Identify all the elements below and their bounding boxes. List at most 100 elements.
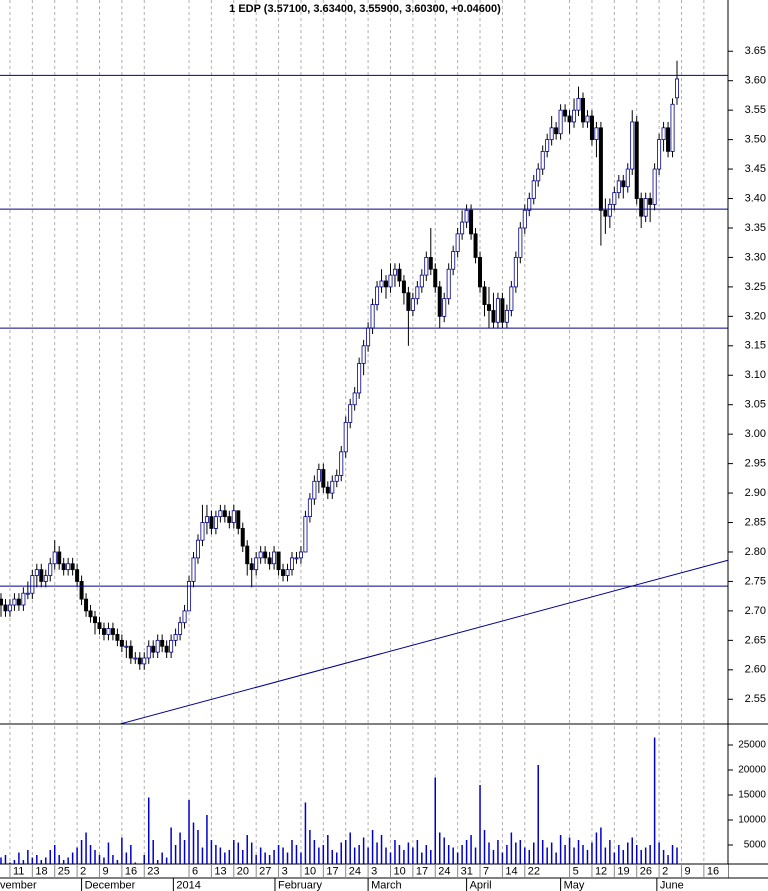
candle-body [48,563,53,576]
candle-body [509,286,514,311]
candle-body [325,486,330,494]
candle-body [209,516,214,529]
candle-body [312,480,317,500]
y-tick-label: 3.15 [745,340,766,352]
candle-body [536,168,541,182]
candle-body [195,539,200,559]
volume-bar [430,850,432,870]
volume-bar [591,842,593,870]
candle-body [43,575,48,582]
candle-body [639,198,644,217]
volume-bar [94,850,96,870]
candle-body [621,180,626,188]
candle-body [307,498,312,518]
volume-bar [147,797,150,870]
y-tick-label: 2.75 [745,575,766,587]
candle-body [473,233,478,258]
marks [0,60,729,870]
candle-body [612,192,617,205]
volume-bar [309,830,311,870]
volume-bar [546,847,548,870]
volume-bar [609,840,611,870]
candle-body [7,604,12,612]
candle-body [437,286,442,317]
volume-bar [197,830,199,870]
volume-bar [295,845,298,870]
x-tick-label: 22 [528,865,540,877]
volume-bar [667,855,669,870]
candle-body [21,592,26,606]
y-tick-label: 3.20 [745,310,766,322]
volume-bar [434,777,437,870]
volume-bar [130,845,132,870]
volume-bar [653,737,656,870]
x-tick-label: 7 [483,865,489,877]
volume-bar [671,845,674,870]
volume-bar [170,827,172,870]
volume-bar [246,835,248,870]
volume-bar [201,847,204,870]
candle-body [491,310,496,323]
y-tick-label: 3.55 [745,104,766,116]
y-tick-label: 2.90 [745,487,766,499]
candle-body [486,304,491,311]
candle-body [446,268,451,300]
volume-bar [586,850,589,870]
volume-bar [49,850,51,870]
candle-body [464,209,469,223]
x-tick-label: 17 [326,865,338,877]
volume-bar [336,852,338,870]
candle-body [567,115,572,123]
x-tick-label: 3 [371,865,377,877]
volume-bar [273,850,275,870]
volume-bar [237,842,240,870]
candle-body [101,628,106,635]
volume-bar [349,832,351,870]
volume-bar [497,840,499,870]
candle-body [240,528,245,547]
candle-body [16,598,21,606]
candle-body [630,121,635,170]
y-tick-label: 3.60 [745,75,766,87]
volume-bar [376,842,378,870]
candle-body [361,345,366,364]
volume-bar [524,847,526,870]
volume-bar [649,845,651,870]
candle-body [281,569,286,576]
candle-body [451,251,456,270]
candle-body [339,451,344,476]
y-tick-label: 3.65 [745,45,766,57]
volume-bar [573,847,575,870]
volume-bar [676,847,678,870]
x-tick-label: 14 [505,865,517,877]
candle-body [585,115,590,123]
candle-body [124,645,129,648]
candle-body [500,298,505,323]
volume-bar [658,842,660,870]
x-tick-label: 24 [349,865,361,877]
candle-body [245,545,250,565]
candle-body [415,286,420,300]
volume-bar [353,847,356,870]
volume-bar [622,850,625,870]
candle-body [222,510,227,518]
candle-body [267,557,272,565]
candle-body [563,109,568,117]
candle-body [70,563,75,571]
candle-body [603,209,608,217]
y-tick-label: 2.95 [745,458,766,470]
candle-body [634,121,639,199]
candle-body [652,168,657,205]
volume-bar [506,845,508,870]
volume-bar [206,815,208,870]
x-tick-label: 6 [192,865,198,877]
volume-bar [85,832,87,870]
volume-bar [425,845,428,870]
x-tick-label: 2 [80,865,86,877]
y-tick-label: 2.85 [745,516,766,528]
volume-bar [550,842,553,870]
candle-body [155,639,160,653]
volume-bar [604,847,607,870]
volume-bar [215,845,217,870]
